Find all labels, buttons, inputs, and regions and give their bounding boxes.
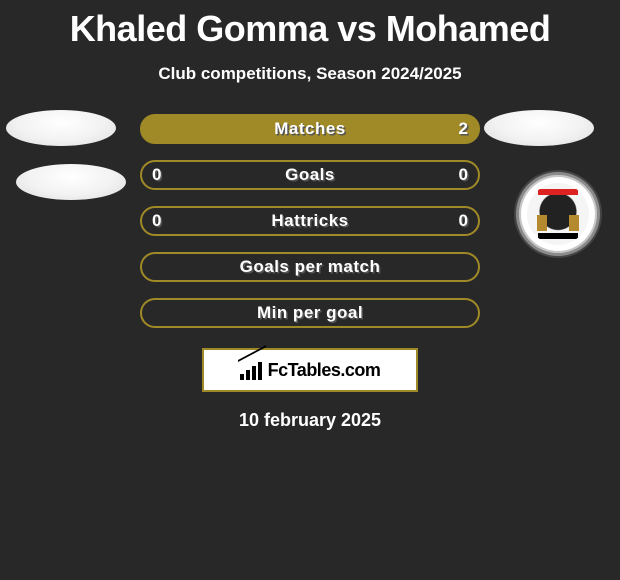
stat-label: Goals — [285, 165, 335, 185]
player2-club-crest — [516, 172, 600, 256]
stat-row-goals: 0 Goals 0 — [140, 160, 480, 190]
stat-label: Goals per match — [240, 257, 381, 277]
crest-graphic — [527, 183, 589, 245]
stat-left-value: 0 — [152, 211, 161, 231]
player1-badge-placeholder — [6, 110, 116, 146]
stat-right-value: 0 — [459, 165, 468, 185]
stat-row-matches: Matches 2 — [140, 114, 480, 144]
date-stamp: 10 february 2025 — [0, 410, 620, 431]
page-subtitle: Club competitions, Season 2024/2025 — [0, 64, 620, 84]
brand-text: FcTables.com — [268, 360, 381, 381]
stat-right-value: 2 — [459, 119, 468, 139]
stat-row-hattricks: 0 Hattricks 0 — [140, 206, 480, 236]
page-title: Khaled Gomma vs Mohamed — [0, 0, 620, 50]
stat-right-value: 0 — [459, 211, 468, 231]
player2-badge-placeholder — [484, 110, 594, 146]
player1-club-placeholder — [16, 164, 126, 200]
stat-label: Min per goal — [257, 303, 363, 323]
stat-row-goals-per-match: Goals per match — [140, 252, 480, 282]
stat-row-min-per-goal: Min per goal — [140, 298, 480, 328]
stat-left-value: 0 — [152, 165, 161, 185]
brand-box[interactable]: FcTables.com — [202, 348, 418, 392]
stat-label: Hattricks — [271, 211, 348, 231]
bar-chart-icon — [240, 360, 264, 380]
comparison-area: Matches 2 0 Goals 0 0 Hattricks 0 Goals … — [0, 114, 620, 328]
stat-label: Matches — [274, 119, 346, 139]
